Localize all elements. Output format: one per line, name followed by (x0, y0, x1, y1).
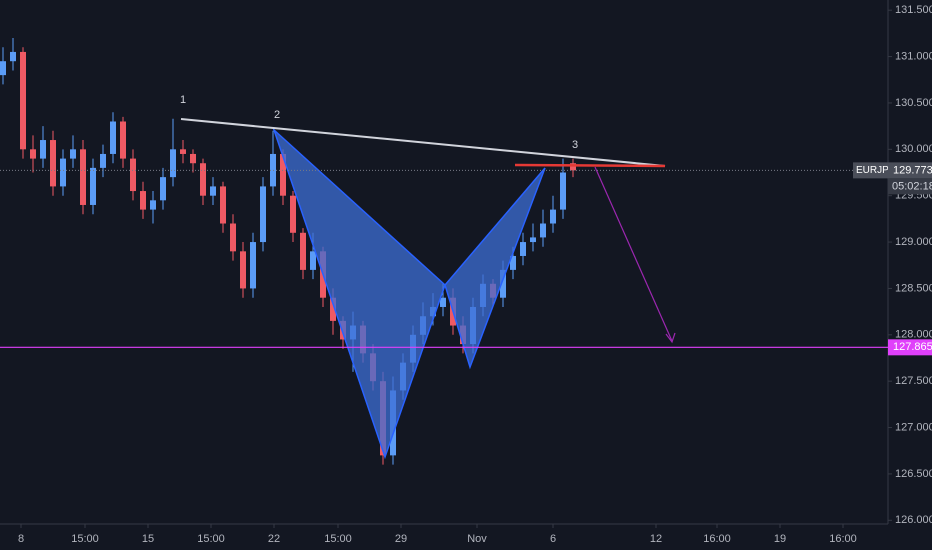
x-tick-label: 29 (395, 533, 407, 545)
candle-body (180, 149, 186, 154)
candle-body (200, 163, 206, 196)
x-tick-label: 12 (650, 533, 662, 545)
candle-body (230, 223, 236, 252)
y-tick-label: 128.000 (895, 329, 932, 341)
harmonic-pattern (272, 127, 546, 460)
candle-body (0, 61, 6, 76)
candle-body (300, 232, 306, 270)
point-label: 3 (572, 139, 578, 151)
candle-body (50, 140, 56, 187)
candle-body (130, 158, 136, 192)
candle-body (550, 209, 556, 224)
x-tick-label: 15:00 (71, 533, 99, 545)
y-tick-label: 126.000 (895, 514, 932, 526)
candle-body (160, 177, 166, 201)
x-tick-label: Nov (467, 533, 487, 545)
candle-body (220, 186, 226, 224)
candle-body (140, 191, 146, 210)
pattern-triangle (272, 127, 446, 460)
pattern-triangle (444, 167, 546, 370)
resistance-line (514, 163, 666, 168)
x-tick-label: 15:00 (197, 533, 225, 545)
x-tick-label: 6 (550, 533, 556, 545)
candle-body (310, 251, 316, 270)
candle-body (90, 167, 96, 205)
y-tick-label: 127.000 (895, 421, 932, 433)
level-label-box (888, 339, 932, 356)
candle-body (240, 251, 246, 289)
candle-body (570, 163, 576, 171)
symbol-box (853, 162, 888, 179)
candle-body (290, 195, 296, 233)
x-tick-label: 15:00 (324, 533, 352, 545)
y-tick-label: 127.500 (895, 375, 932, 387)
candle-body (170, 149, 176, 178)
y-tick-label: 131.000 (895, 50, 932, 62)
candle-body (260, 186, 266, 243)
arrow-head (665, 332, 676, 344)
candle-body (70, 149, 76, 159)
x-tick-label: 16:00 (703, 533, 731, 545)
symbol-label: EURJPY (856, 165, 896, 176)
y-tick-label: 126.500 (895, 468, 932, 480)
y-tick-label: 131.500 (895, 4, 932, 16)
projection-arrow (594, 166, 673, 342)
last-price-label: 129.773 (893, 164, 932, 176)
y-tick-label: 128.500 (895, 282, 932, 294)
candle-body (540, 223, 546, 238)
candle-body (20, 51, 26, 150)
candle-body (520, 242, 526, 256)
level-label: 127.865 (893, 341, 932, 353)
candle-body (510, 255, 516, 270)
candle-body (500, 269, 506, 298)
y-tick-label: 130.000 (895, 143, 932, 155)
candle-body (280, 153, 286, 196)
candle-body (150, 200, 156, 210)
candle-body (120, 121, 126, 159)
y-tick-label: 130.500 (895, 97, 932, 109)
candle-body (10, 51, 16, 62)
candle-body (110, 121, 116, 154)
candle-body (560, 172, 566, 210)
point-label: 2 (274, 109, 280, 121)
x-tick-label: 8 (18, 533, 24, 545)
candle-body (330, 297, 336, 321)
candle-body (60, 158, 66, 187)
last-price-box (888, 162, 932, 179)
x-tick-label: 19 (774, 533, 786, 545)
point-label: 1 (180, 94, 186, 106)
candle-body (40, 140, 46, 159)
countdown-box (888, 178, 932, 195)
x-tick-label: 15 (142, 533, 154, 545)
candle-body (440, 297, 446, 307)
candle-body (250, 242, 256, 289)
candle-body (530, 237, 536, 243)
countdown-label: 05:02:18 (892, 180, 932, 192)
y-tick-label: 129.000 (895, 236, 932, 248)
x-tick-label: 22 (268, 533, 280, 545)
candle-body (30, 149, 36, 159)
x-tick-label: 16:00 (829, 533, 857, 545)
candle-body (80, 149, 86, 205)
candle-body (100, 153, 106, 168)
trend-line (180, 118, 666, 167)
candle-body (190, 153, 196, 164)
candle-body (210, 186, 216, 196)
